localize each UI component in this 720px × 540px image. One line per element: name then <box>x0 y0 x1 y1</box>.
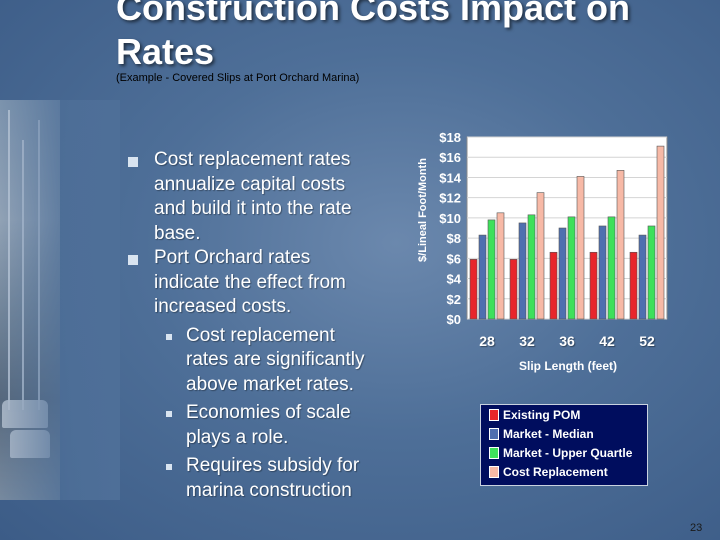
bar <box>647 225 656 320</box>
legend-label: Cost Replacement <box>503 465 608 479</box>
bar <box>576 176 585 320</box>
bar <box>589 251 598 320</box>
legend-item: Market - Upper Quartle <box>489 444 632 462</box>
bullet-text: Cost replacement rates annualize capital… <box>154 149 352 244</box>
legend-label: Existing POM <box>503 408 581 422</box>
legend-item: Cost Replacement <box>489 463 608 481</box>
bar <box>607 216 616 320</box>
legend-item: Existing POM <box>489 406 580 424</box>
x-tick-label: 36 <box>559 333 575 349</box>
y-tick-label: $12 <box>439 191 461 206</box>
slide-title: Construction Costs Impact on Rates <box>116 0 631 72</box>
bar <box>527 214 536 320</box>
legend-label: Market - Median <box>503 427 594 441</box>
bar <box>567 216 576 320</box>
bullet-list: Cost replacement rates annualize capital… <box>128 148 378 503</box>
bar <box>487 219 496 320</box>
bullet-marker <box>166 333 172 340</box>
y-tick-label: $18 <box>439 130 461 145</box>
legend-swatch <box>489 447 499 459</box>
sub-bullet-item: Requires subsidy for marina construction <box>128 454 378 503</box>
bar <box>536 192 545 320</box>
legend-item: Market - Median <box>489 425 594 443</box>
x-axis-label: Slip Length (feet) <box>519 359 617 373</box>
bullet-marker <box>128 255 138 265</box>
y-tick-label: $0 <box>447 312 461 325</box>
bar <box>509 259 518 320</box>
bullet-marker <box>166 411 172 417</box>
y-tick-label: $16 <box>439 150 461 165</box>
legend-swatch <box>489 428 499 440</box>
y-tick-label: $8 <box>447 231 461 246</box>
x-tick-label: 42 <box>599 333 615 349</box>
x-tick-label: 52 <box>639 333 655 349</box>
bar-chart: $0 $2 $4 $6 $8 $10 $12 $14 $16 $18 $/Lineal Foot/M… <box>410 125 670 327</box>
bar <box>616 170 625 320</box>
bar <box>518 222 527 320</box>
y-tick-label: $10 <box>439 211 461 226</box>
bullet-text: Cost replacement rates are significantly… <box>186 324 365 395</box>
x-tick-label: 32 <box>519 333 535 349</box>
bullet-text: Economies of scale plays a role. <box>186 402 351 448</box>
y-tick-label: $2 <box>447 292 461 307</box>
bar <box>638 234 647 320</box>
slide-subtitle: (Example - Covered Slips at Port Orchard… <box>116 72 360 84</box>
bar <box>558 227 567 320</box>
bar-chart-svg: $0 $2 $4 $6 $8 $10 $12 $14 $16 $18 $/Lineal Foot/M… <box>417 130 668 327</box>
y-tick-label: $14 <box>439 170 461 185</box>
bullet-item: Cost replacement rates annualize capital… <box>128 148 378 246</box>
bullet-text: Port Orchard rates indicate the effect f… <box>154 247 346 317</box>
bar <box>656 145 665 320</box>
bar <box>496 212 505 320</box>
y-tick-label: $4 <box>447 272 462 287</box>
bullet-marker <box>166 464 172 470</box>
bullet-item: Port Orchard rates indicate the effect f… <box>128 246 378 320</box>
bullet-text: Requires subsidy for marina construction <box>186 455 360 501</box>
page-number: 23 <box>690 522 703 534</box>
bar <box>598 225 607 320</box>
sub-bullet-item: Cost replacement rates are significantly… <box>128 324 378 398</box>
y-axis-label: $/Lineal Foot/Month <box>417 158 429 262</box>
y-tick-label: $6 <box>447 251 461 266</box>
photo-fade-overlay <box>0 100 120 500</box>
bar <box>478 234 487 320</box>
x-tick-label: 28 <box>479 333 495 349</box>
bullet-marker <box>128 157 138 167</box>
legend-swatch <box>489 409 499 421</box>
legend-label: Market - Upper Quartle <box>503 446 633 460</box>
bar <box>629 251 638 320</box>
bar <box>549 251 558 320</box>
chart-legend: Existing POM Market - Median Market - Up… <box>480 404 648 486</box>
bar <box>469 259 478 320</box>
sub-bullet-item: Economies of scale plays a role. <box>128 401 378 450</box>
legend-swatch <box>489 466 499 478</box>
